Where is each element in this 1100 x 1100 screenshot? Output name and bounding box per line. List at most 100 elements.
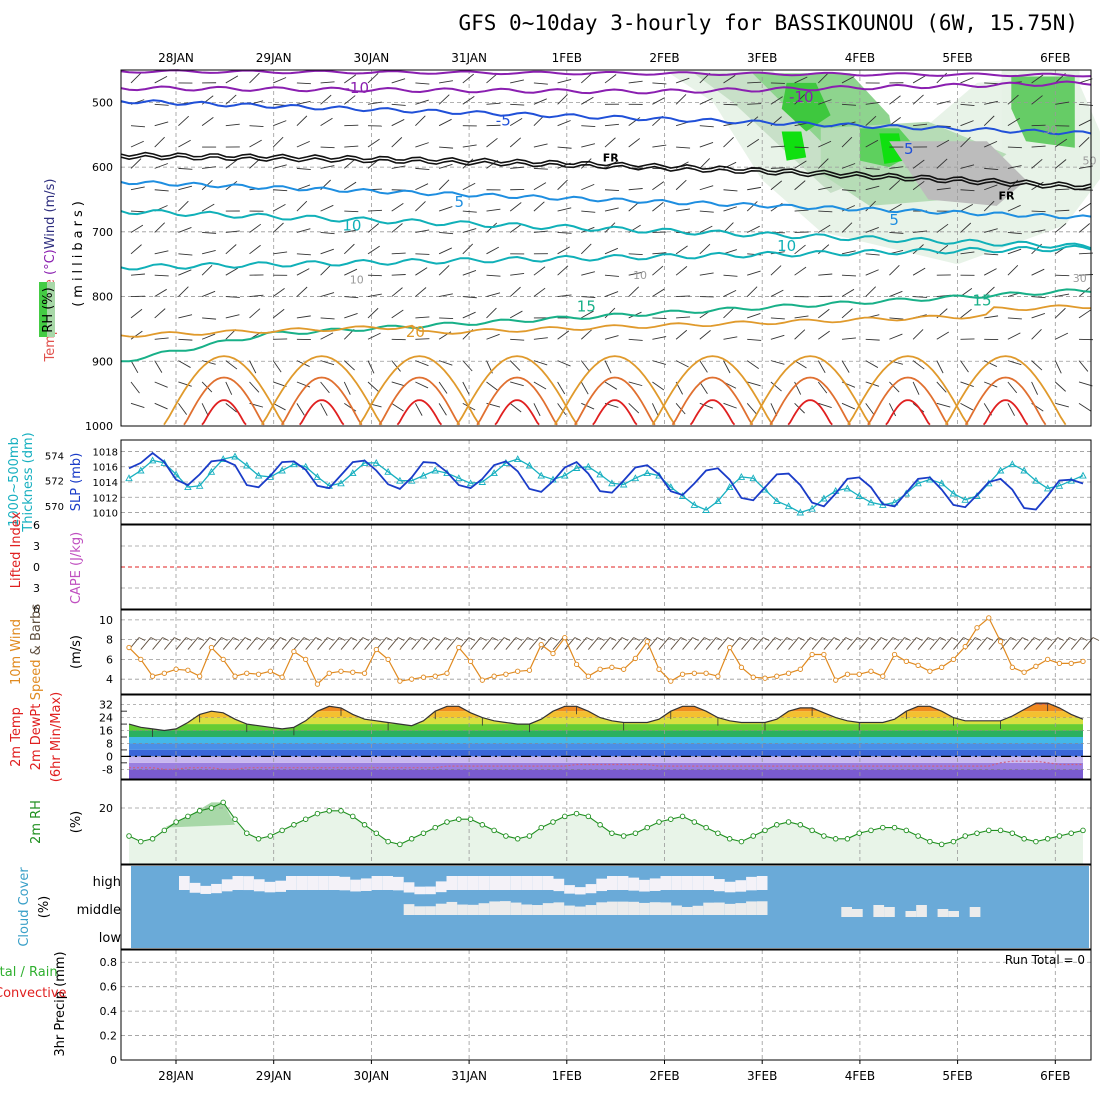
wind-barb: [391, 78, 406, 84]
wind-speed-point: [986, 615, 992, 621]
wind-barb: [225, 267, 239, 276]
wind-barb: [841, 136, 853, 148]
lifted-index-label: Lifted Index: [9, 511, 24, 588]
rh-point: [880, 824, 886, 831]
cloud-mid-gap: [403, 904, 415, 915]
wind-barb: [889, 290, 903, 297]
wind-barb: [387, 637, 399, 650]
wind-unit-label: (m/s): [69, 635, 84, 669]
precip-tick-label: 0: [110, 1054, 117, 1067]
wind-barb: [658, 637, 670, 650]
wind-barb: [699, 330, 711, 340]
rh-point: [974, 830, 980, 836]
wind-barb-flag: [798, 637, 805, 641]
rh-point: [844, 836, 851, 842]
date-label-top: 4FEB: [845, 51, 875, 65]
wind-barb: [628, 271, 643, 276]
rh-point: [467, 816, 474, 822]
wind-barb-flag: [951, 637, 958, 641]
wind-barb: [936, 331, 950, 340]
wind-barb: [723, 103, 738, 106]
wind-barb: [273, 164, 287, 169]
rh-point: [326, 808, 332, 814]
thickness-marker: [407, 476, 416, 484]
wind-barb-flag: [574, 637, 581, 641]
wind-barb: [770, 145, 785, 148]
cloud-high-gap: [660, 876, 672, 890]
wind-barb-flag: [150, 637, 157, 641]
wind-barb: [984, 140, 998, 148]
thickness-marker: [148, 456, 157, 464]
cloud-mid-gap: [905, 911, 917, 917]
wind-barb: [391, 252, 406, 255]
wind-barb: [723, 137, 734, 148]
wind-barb: [1078, 223, 1091, 233]
wind-barb: [1031, 329, 1042, 340]
thickness-marker: [1055, 481, 1064, 489]
wind-barb: [1055, 402, 1069, 408]
rh-point: [1009, 830, 1016, 836]
thickness-marker: [996, 466, 1005, 474]
wind-barb: [557, 246, 570, 255]
thickness-marker: [796, 508, 805, 516]
wind-barb: [296, 140, 310, 148]
wind-speed-point: [385, 656, 391, 663]
wind-barb: [699, 402, 714, 409]
wind-barb-flag: [998, 637, 1005, 641]
surface-temp-contour: [299, 399, 345, 426]
rh-point: [644, 824, 650, 831]
wind-barb: [234, 637, 246, 650]
wind-barb: [438, 94, 450, 105]
rh-point: [915, 833, 921, 839]
wind-speed-point: [974, 625, 980, 631]
wind-barb: [675, 266, 688, 276]
cloud-mid-gap: [478, 903, 490, 915]
wind-barb-flag: [821, 637, 829, 641]
rh-point: [691, 819, 698, 825]
wind-barb-flag: [492, 637, 499, 641]
wind-barb: [865, 253, 880, 256]
cloud-high-gap: [746, 876, 757, 891]
wind-barb: [557, 232, 572, 234]
wind-barb: [723, 274, 738, 277]
wind-barb: [343, 360, 355, 371]
wind-barb-flag: [916, 637, 923, 641]
wind-speed-point: [126, 644, 132, 651]
rh-point: [950, 838, 957, 845]
wind-barb: [557, 79, 572, 84]
wind-barb: [960, 308, 972, 319]
wind-barb: [269, 637, 281, 650]
wind-barb: [705, 637, 717, 650]
wind-barb: [296, 184, 311, 191]
wind-label: Wind (m/s): [43, 179, 58, 250]
rh-point: [573, 810, 580, 817]
wind-barb: [391, 309, 404, 319]
wind-speed-point: [232, 673, 238, 679]
wind-barb: [604, 137, 616, 148]
cloud-high-gap: [200, 885, 212, 894]
wind-barb: [415, 381, 429, 389]
date-label-bottom: 30JAN: [354, 1069, 390, 1083]
thickness-marker: [702, 506, 710, 513]
thickness-marker: [172, 470, 180, 478]
wind-barb: [699, 97, 713, 105]
temp-band: [129, 724, 1083, 731]
wind-barb-flag: [869, 637, 876, 641]
pressure-tick-label: 800: [92, 291, 113, 304]
temp-band: [129, 737, 1083, 744]
rh-point: [220, 799, 226, 806]
wind-barb: [752, 637, 764, 650]
wind-barb: [818, 140, 832, 148]
wind-barb: [296, 403, 305, 416]
wind-barb: [865, 115, 877, 126]
wind-barb: [912, 360, 925, 370]
wind-barb: [576, 637, 587, 650]
wind-barb: [439, 232, 454, 235]
cloud-mid-gap: [703, 902, 714, 915]
thickness-marker: [749, 474, 757, 482]
speed-label: Speed: [29, 659, 44, 700]
wind-speed-point: [950, 656, 957, 663]
wind-barb: [509, 117, 523, 127]
rh-point: [196, 808, 203, 814]
